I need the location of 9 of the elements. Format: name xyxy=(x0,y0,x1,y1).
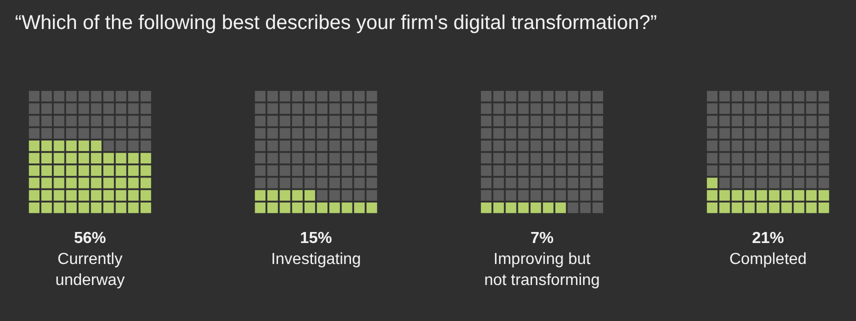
category-label: Investigating xyxy=(270,250,362,270)
category-label: Currently underway xyxy=(54,250,126,291)
data-label: 7% xyxy=(529,229,555,249)
data-label: 15% xyxy=(298,229,334,249)
data-label: 21% xyxy=(750,229,786,249)
category-label: Completed xyxy=(728,250,808,270)
text: “Which of the following best describes your firm's digital transformation?” xyxy=(15,12,657,35)
category-label: Improving but not transforming xyxy=(483,250,601,291)
data-label: 56% xyxy=(72,229,108,249)
